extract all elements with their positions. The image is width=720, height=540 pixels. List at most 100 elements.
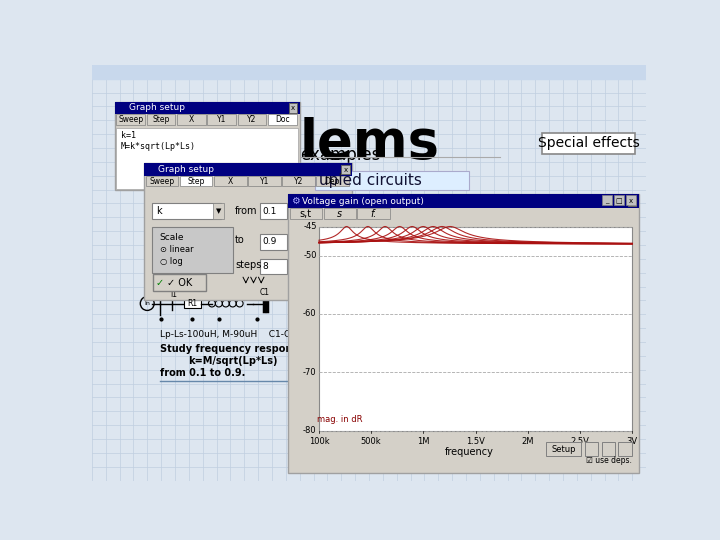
Bar [542, 132, 634, 154]
Text: 0.1: 0.1 [262, 207, 276, 215]
Bar [213, 204, 224, 219]
Bar [601, 195, 611, 205]
Text: Special effects: Special effects [538, 136, 639, 150]
Bar [288, 194, 639, 473]
Bar [145, 176, 179, 186]
Text: Graph setup: Graph setup [158, 165, 214, 174]
Text: 2M: 2M [521, 437, 534, 445]
Bar [152, 204, 221, 219]
Text: C1: C1 [260, 288, 270, 297]
Text: -50: -50 [303, 251, 317, 260]
Text: _: _ [605, 198, 608, 204]
Text: frequency: frequency [445, 448, 494, 457]
Bar [260, 204, 287, 219]
Text: I1: I1 [171, 290, 178, 299]
Text: k: k [156, 206, 162, 216]
Text: 500k: 500k [361, 437, 382, 445]
Text: Y2: Y2 [247, 115, 256, 124]
Text: x: x [630, 198, 634, 204]
Text: 0.9: 0.9 [262, 238, 276, 246]
Bar [289, 436, 637, 467]
Text: Y1: Y1 [217, 115, 226, 124]
Bar [117, 114, 145, 125]
Text: R1: R1 [188, 299, 198, 308]
Bar [618, 442, 632, 456]
Text: to: to [235, 235, 245, 245]
Bar [147, 114, 176, 125]
Text: 100k: 100k [309, 437, 329, 445]
Bar [238, 114, 266, 125]
Text: ☑ use deps.: ☑ use deps. [586, 456, 632, 465]
Text: lems: lems [300, 117, 440, 169]
Text: ⊙ linear: ⊙ linear [160, 245, 193, 254]
Text: k=1: k=1 [121, 131, 136, 140]
Text: Y1: Y1 [260, 177, 269, 186]
Text: Doc: Doc [275, 115, 289, 124]
Bar [289, 208, 322, 219]
Text: steps: steps [235, 260, 261, 270]
Text: -80: -80 [303, 426, 317, 435]
Text: -70: -70 [303, 368, 317, 377]
Bar [341, 165, 350, 174]
Bar [144, 164, 352, 176]
Text: 2.5V: 2.5V [571, 437, 590, 445]
Text: Step: Step [153, 115, 170, 124]
Bar [288, 194, 639, 208]
Text: x: x [343, 166, 348, 172]
Text: x: x [629, 198, 634, 204]
Text: X: X [228, 177, 233, 186]
Text: ✓ OK: ✓ OK [167, 278, 192, 288]
Bar [626, 195, 636, 205]
Bar [260, 259, 287, 274]
Text: ⚙: ⚙ [291, 196, 300, 206]
Text: Setup: Setup [552, 444, 576, 454]
Text: Lp-Ls-100uH, M-90uH    C1-C2-1nF: Lp-Ls-100uH, M-90uH C1-C2-1nF [160, 330, 315, 340]
Bar [357, 208, 390, 219]
Bar [184, 299, 201, 308]
Text: upled circuits: upled circuits [319, 173, 422, 188]
Text: 1M: 1M [417, 437, 430, 445]
Text: Graph setup: Graph setup [129, 104, 185, 112]
Text: examples: examples [300, 146, 380, 164]
Text: Dep.: Dep. [324, 177, 341, 186]
Bar [585, 442, 598, 456]
Text: Sweep: Sweep [118, 115, 143, 124]
Bar [315, 171, 469, 190]
Bar [115, 102, 300, 114]
Text: from: from [235, 206, 258, 216]
Bar [207, 114, 236, 125]
Text: 3V: 3V [627, 437, 638, 445]
Bar [282, 176, 315, 186]
Bar [153, 274, 206, 291]
Bar [145, 190, 351, 299]
Text: x: x [291, 105, 295, 111]
Bar [180, 176, 212, 186]
Text: Sweep: Sweep [150, 177, 174, 186]
Bar [117, 128, 298, 189]
Bar [144, 164, 352, 300]
Text: In: In [144, 301, 150, 306]
Bar [115, 102, 300, 190]
Text: mag. in dR: mag. in dR [318, 415, 363, 424]
Text: M=k*sqrt(Lp*Ls): M=k*sqrt(Lp*Ls) [121, 142, 196, 151]
Bar [546, 442, 581, 456]
Text: ✓: ✓ [156, 278, 163, 288]
Text: -60: -60 [303, 309, 317, 319]
Text: Step: Step [187, 177, 204, 186]
Bar [268, 114, 297, 125]
Text: 8: 8 [262, 262, 268, 271]
Text: 1.5V: 1.5V [467, 437, 485, 445]
Text: Study frequency response for stepped: Study frequency response for stepped [160, 343, 372, 354]
Text: f.: f. [370, 209, 377, 219]
Bar [248, 176, 281, 186]
Bar [177, 114, 206, 125]
Bar [319, 226, 632, 430]
Bar [92, 65, 647, 79]
Bar [214, 176, 246, 186]
Text: ○ log: ○ log [160, 257, 182, 266]
Text: □: □ [616, 198, 622, 204]
Bar [628, 197, 636, 206]
Text: Y2: Y2 [294, 177, 303, 186]
Text: k=M/sqrt(Lp*Ls): k=M/sqrt(Lp*Ls) [188, 356, 277, 366]
Bar [614, 195, 624, 205]
